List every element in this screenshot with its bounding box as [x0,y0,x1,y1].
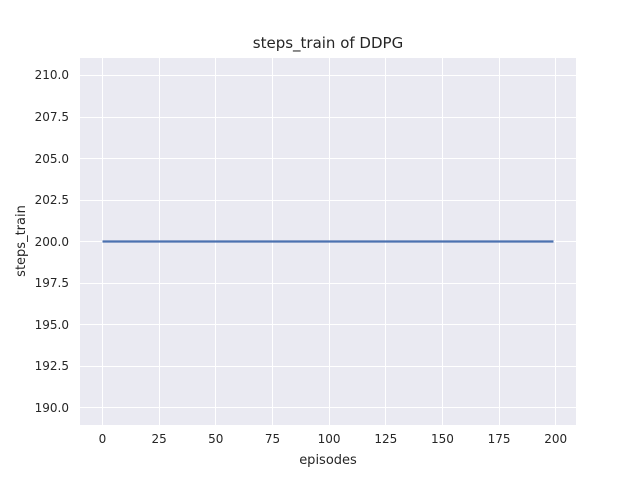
y-tick-label: 197.5 [34,276,69,290]
x-tick-label: 100 [317,432,341,446]
x-tick-label: 125 [374,432,398,446]
x-tick-label: 0 [98,432,107,446]
y-gridline [80,158,576,159]
y-tick-label: 200.0 [34,234,69,249]
y-tick-label: 190.0 [34,400,69,415]
y-gridline [80,282,576,284]
y-gridline [80,324,576,325]
chart-title: steps_train of DDPG [252,34,404,52]
plot-area [80,58,576,425]
y-axis-label: steps_train [14,205,29,277]
y-tick-label: 210.0 [34,68,69,83]
y-gridline [80,407,576,409]
x-tick-label: 200 [544,432,568,446]
x-tick-label: 50 [208,432,224,446]
y-gridline [80,116,576,118]
y-tick-label: 205.0 [34,151,69,166]
x-axis-label: episodes [299,453,357,468]
y-tick-label: 195.0 [34,317,69,332]
y-gridline [80,365,576,367]
x-tick-label: 75 [264,432,281,446]
x-tick-label: 150 [430,432,454,446]
y-tick-label: 192.5 [34,359,69,373]
y-tick-label: 207.5 [34,110,69,124]
y-gridline [80,199,576,201]
x-tick-label: 175 [487,432,511,446]
y-tick-label: 202.5 [34,193,69,207]
y-gridline [80,74,576,76]
x-tick-label: 25 [151,432,167,446]
y-gridline [80,241,576,242]
